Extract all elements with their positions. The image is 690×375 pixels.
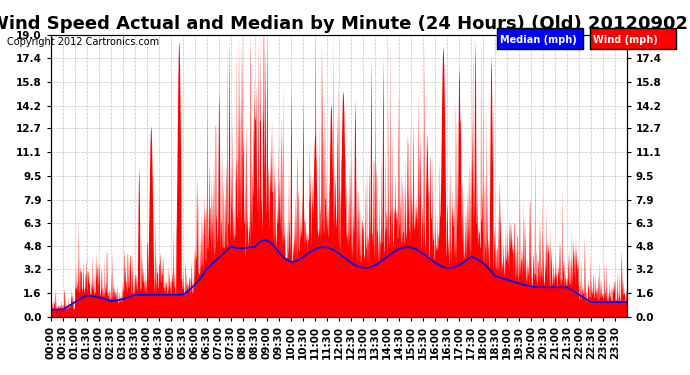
Text: Median (mph): Median (mph)	[500, 35, 577, 45]
Text: Wind (mph): Wind (mph)	[593, 35, 658, 45]
Text: Copyright 2012 Cartronics.com: Copyright 2012 Cartronics.com	[7, 37, 159, 47]
Title: Wind Speed Actual and Median by Minute (24 Hours) (Old) 20120902: Wind Speed Actual and Median by Minute (…	[0, 15, 688, 33]
